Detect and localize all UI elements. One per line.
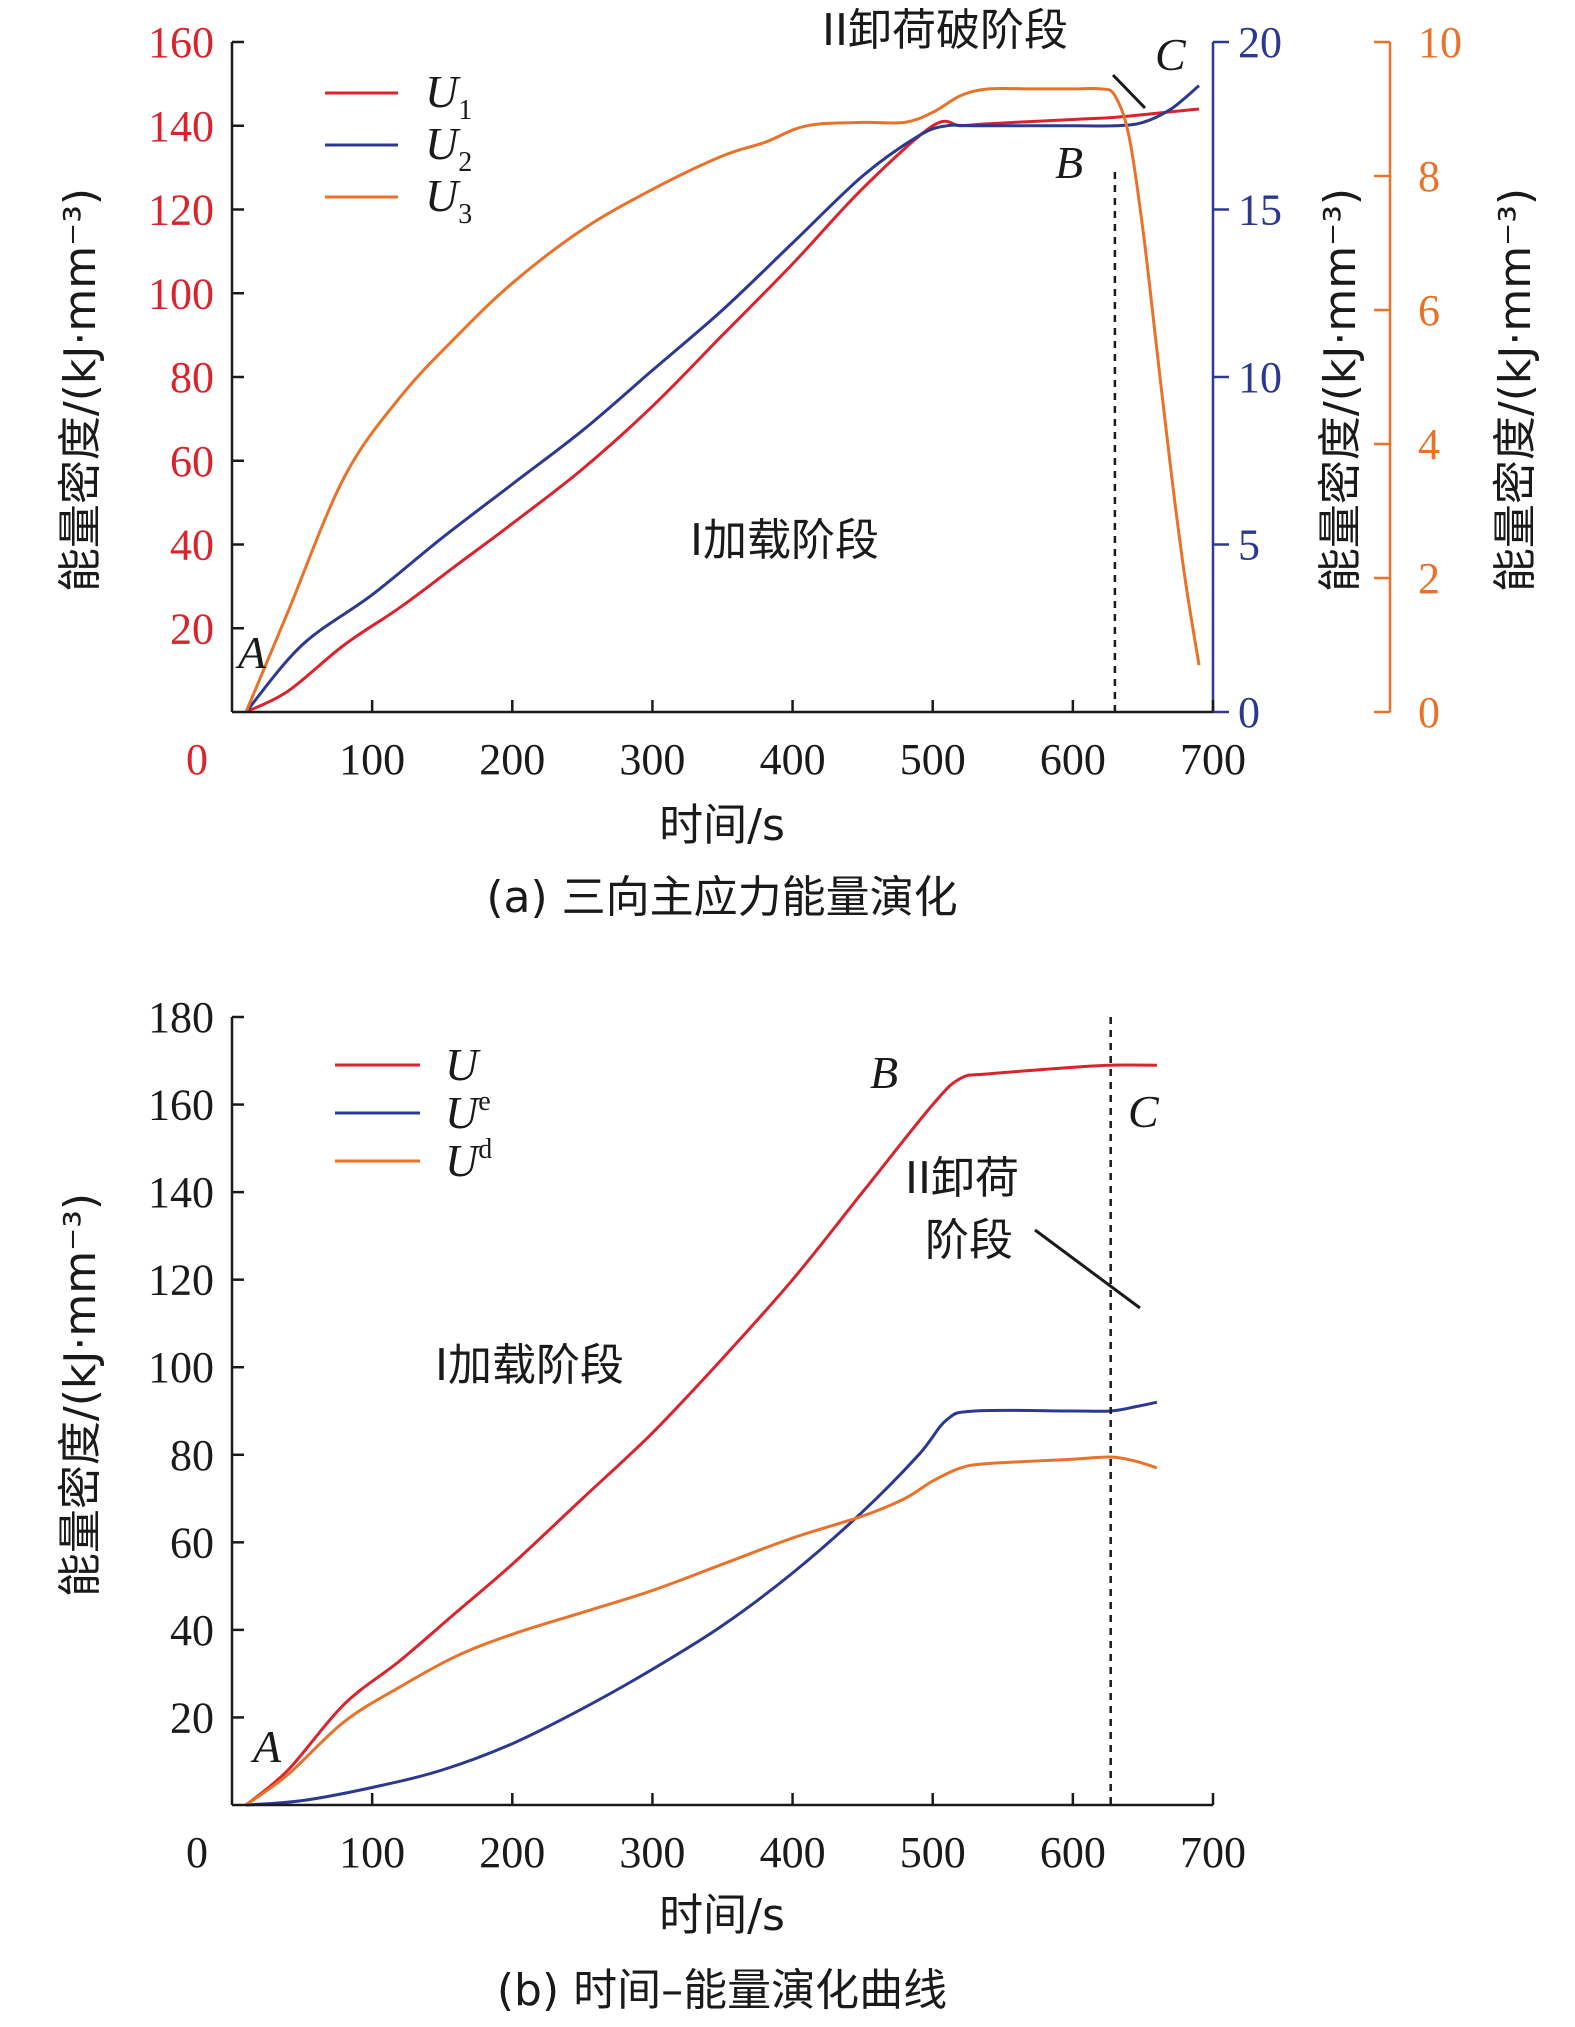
panel-b-series-u	[245, 1063, 1157, 1807]
panel-b-y-tick-label: 20	[170, 1693, 214, 1742]
panel-a-y-right2-tick-label: 0	[1418, 688, 1440, 737]
panel-a-y-right1-tick-label: 20	[1238, 18, 1282, 67]
panel-b-y-tick-label: 120	[148, 1256, 214, 1305]
legend-ue-label: Ue	[445, 1086, 491, 1138]
panel-a-y-right2-tick-label: 6	[1418, 286, 1440, 335]
panel-a-y-right2-tick-label: 8	[1418, 152, 1440, 201]
panel-a-y-left-tick-label: 20	[170, 604, 214, 653]
panel-a-y-right2-tick-label: 4	[1418, 420, 1440, 469]
panel-b-y-tick-label: 140	[148, 1168, 214, 1217]
panel-b-x-axis-label: 时间/s	[659, 1890, 785, 1941]
panel-b-x-tick-label: 700	[1180, 1828, 1246, 1877]
panel-b-y-tick-label: 40	[170, 1606, 214, 1655]
panel-a-x-tick-label: 200	[479, 735, 545, 784]
panel-b-y-tick-label: 160	[148, 1081, 214, 1130]
panel-b-y-tick-label: 60	[170, 1518, 214, 1567]
panel-a-x-tick-label: 500	[900, 735, 966, 784]
panel-a-series-u3	[244, 86, 1201, 713]
panel-a-x-tick-label: 600	[1040, 735, 1106, 784]
panel-a-y-left-tick-label: 100	[148, 269, 214, 318]
panel-b-axes: 100 200 300 400 500 600 700 0 20 40 60 80 100 120 140 1…	[148, 993, 1246, 1877]
panel-b-y-tick-label: 180	[148, 993, 214, 1042]
panel-b-y-tick-label: 80	[170, 1431, 214, 1480]
panel-a-y-right2-label: 能量密度/(kJ·mm⁻³)	[1490, 188, 1541, 592]
legend-ud-label: Ud	[445, 1134, 492, 1186]
panel-a-y-left-tick-label: 80	[170, 353, 214, 402]
panel-b-zero-label: 0	[186, 1828, 208, 1877]
panel-a-x-tick-label: 100	[339, 735, 405, 784]
panel-a-y-right1-tick-label: 0	[1238, 688, 1260, 737]
panel-b-stage2-label-line1: II卸荷	[905, 1153, 1019, 1204]
panel-a-point-b: B	[1055, 137, 1083, 188]
panel-a-y-right1-label: 能量密度/(kJ·mm⁻³)	[1315, 188, 1366, 592]
panel-a-y-left-tick-label: 160	[148, 18, 214, 67]
panel-b-chart: 100 200 300 400 500 600 700 0 20 40 60 80 100 120 140 1…	[55, 993, 1246, 2016]
legend-u2-label: U2	[425, 118, 472, 178]
panel-a-y-right2-tick-label: 10	[1418, 18, 1462, 67]
panel-a-point-a: A	[235, 627, 267, 678]
panel-a-y-left-tick-label: 140	[148, 102, 214, 151]
panel-b-point-c: C	[1128, 1086, 1160, 1137]
panel-b-x-tick-label: 100	[339, 1828, 405, 1877]
panel-b-x-tick-label: 200	[479, 1828, 545, 1877]
panel-a-y-right1-tick-label: 15	[1238, 186, 1282, 235]
panel-a-y-right2-tick-label: 2	[1418, 554, 1440, 603]
panel-b-series-group	[245, 1063, 1158, 1807]
panel-a-x-tick-label: 300	[619, 735, 685, 784]
legend-u-label: U	[445, 1039, 481, 1090]
panel-b-point-a: A	[250, 1721, 282, 1772]
panel-b-series-ue	[245, 1400, 1158, 1807]
panel-b-stage2-label-line2: 阶段	[925, 1215, 1013, 1266]
panel-b-x-tick-label: 300	[619, 1828, 685, 1877]
panel-b-legend: U Ue Ud	[335, 1039, 492, 1186]
panel-a-y-left-label: 能量密度/(kJ·mm⁻³)	[55, 188, 106, 592]
legend-u1-label: U1	[425, 66, 472, 126]
panel-b-x-tick-label: 600	[1040, 1828, 1106, 1877]
panel-a-series-group	[244, 84, 1201, 714]
panel-b-point-b: B	[870, 1047, 898, 1098]
panel-b-y-left-label: 能量密度/(kJ·mm⁻³)	[55, 1193, 106, 1597]
panel-a-caption: (a) 三向主应力能量演化	[486, 872, 957, 923]
panel-b-x-tick-label: 500	[900, 1828, 966, 1877]
panel-b-y-tick-label: 100	[148, 1343, 214, 1392]
panel-a-axes: 100 200 300 400 500 600 7000204060801001201401…	[148, 18, 1462, 784]
panel-a-stage2-leader	[1111, 73, 1147, 110]
panel-a-point-c: C	[1155, 29, 1187, 80]
panel-b-caption: (b) 时间–能量演化曲线	[497, 1965, 947, 2016]
panel-a-y-right1-tick-label: 10	[1238, 353, 1282, 402]
panel-a-series-u2	[244, 84, 1200, 713]
panel-b-stage2-leader	[1034, 1228, 1141, 1310]
panel-a-x-tick-label: 400	[760, 735, 826, 784]
panel-a-y-left-tick-label: 40	[170, 521, 214, 570]
panel-a-x-axis-label: 时间/s	[659, 800, 785, 851]
panel-b-series-ud	[245, 1455, 1158, 1807]
panel-a-stage1-label: I加载阶段	[690, 515, 879, 566]
panel-a-y-right1-tick-label: 5	[1238, 521, 1260, 570]
legend-u3-label: U3	[425, 170, 472, 230]
panel-a-series-u1	[245, 107, 1200, 714]
panel-b-stage1-label: I加载阶段	[435, 1340, 624, 1391]
panel-b-x-tick-label: 400	[760, 1828, 826, 1877]
panel-a-y-left-tick-label: 120	[148, 186, 214, 235]
panel-a-y-left-zero-label: 0	[186, 735, 208, 784]
panel-a-legend: U1 U2 U3	[325, 66, 472, 230]
panel-a-stage2-label: II卸荷破阶段	[822, 5, 1068, 56]
panel-a-y-left-tick-label: 60	[170, 437, 214, 486]
panel-a-x-tick-label: 700	[1180, 735, 1246, 784]
panel-a-chart: 100 200 300 400 500 600 7000204060801001201401…	[55, 5, 1541, 923]
